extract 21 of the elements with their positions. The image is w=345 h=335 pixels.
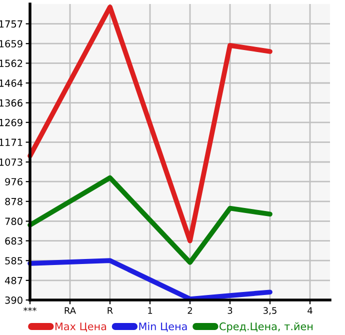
line-series [28,175,272,265]
x-tick-label: 2 [188,307,192,314]
legend-label: Max Цена [55,322,106,332]
x-tick-label: RA [64,307,76,314]
legend-label: Min Цена [139,322,187,332]
line-series [28,4,272,244]
x-tick-label: 3,5 [264,307,276,315]
y-tick-label: 390 [5,296,22,304]
x-tick-label: 4 [308,307,312,314]
line-series [28,258,272,302]
y-tick-label: 878 [5,198,22,206]
y-tick-label: 683 [5,237,22,245]
x-tick-label: 1 [148,307,152,314]
x-tick-label: *** [24,307,36,312]
y-tick-label: 487 [4,276,22,284]
x-tick-label: 3 [228,307,232,314]
y-tick-label: 976 [5,178,22,186]
y-tick-label: 780 [5,218,22,226]
x-tick-label: R [108,307,113,314]
y-tick-label: 585 [5,257,22,264]
legend-label: Сред.Цена, т.йен [220,322,313,332]
